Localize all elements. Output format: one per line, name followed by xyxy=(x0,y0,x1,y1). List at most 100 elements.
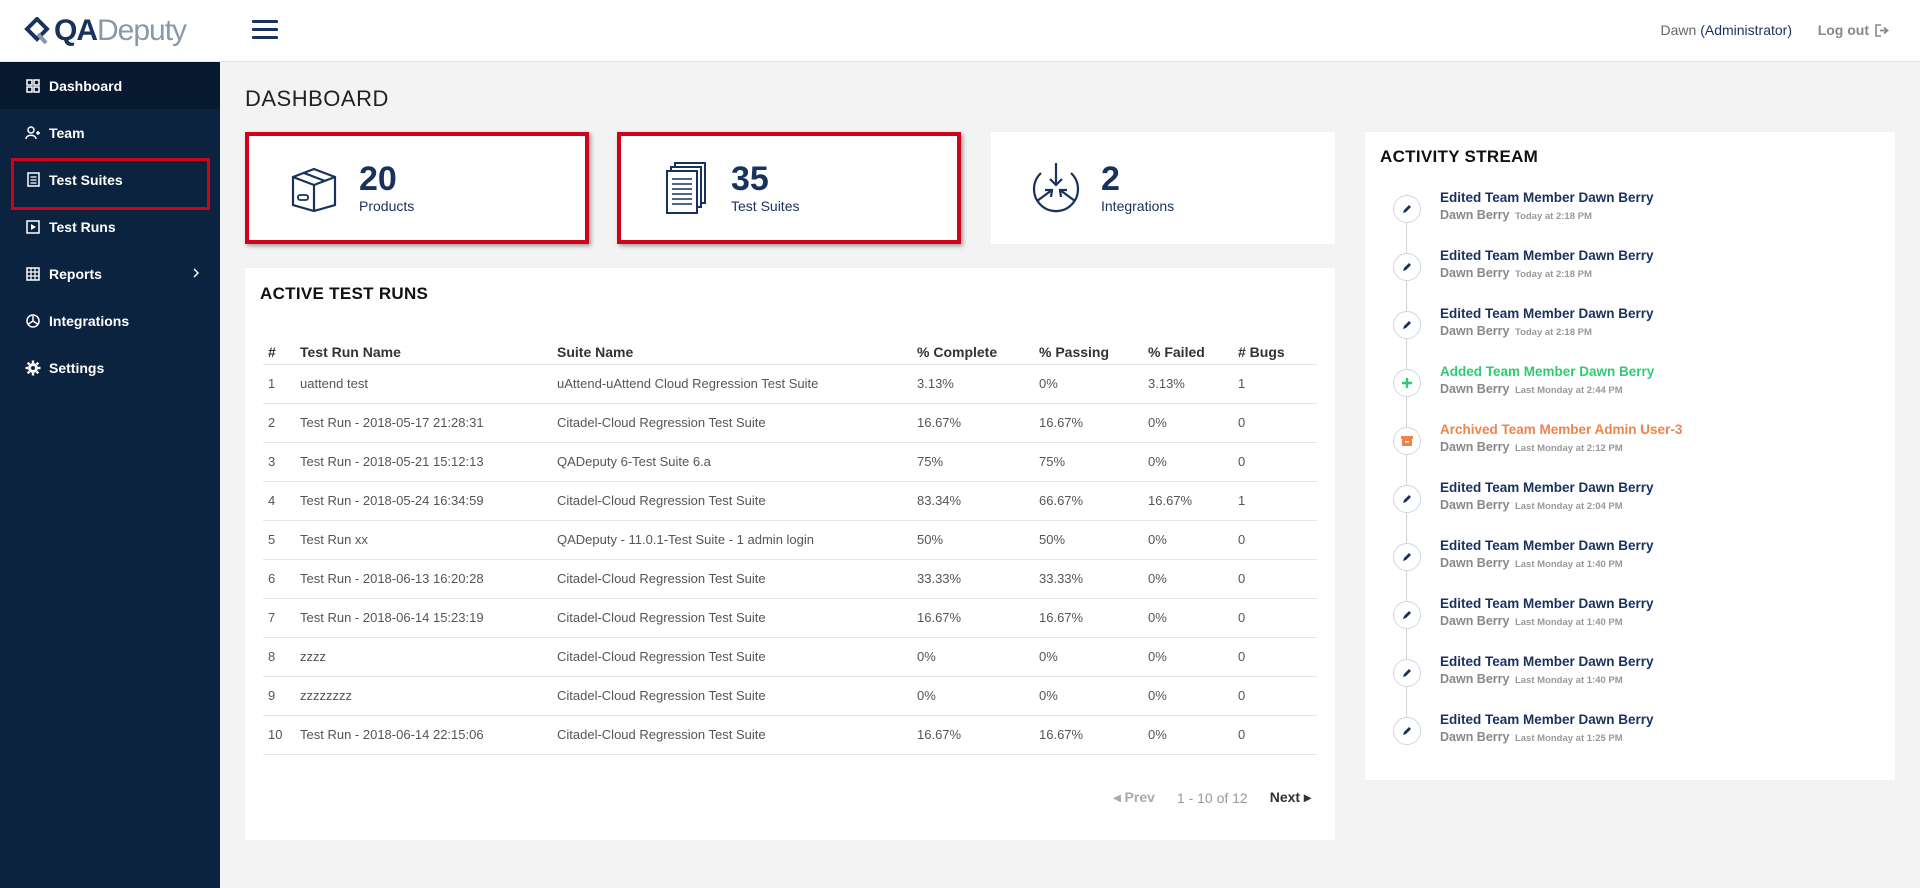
stat-card-products[interactable]: 20 Products xyxy=(245,132,589,244)
sidebar-item-integrations[interactable]: Integrations xyxy=(0,297,220,344)
table-cell: 0% xyxy=(1034,676,1143,716)
activity-title[interactable]: Edited Team Member Dawn Berry xyxy=(1440,248,1654,263)
column-header[interactable]: % Passing xyxy=(1034,340,1143,365)
sidebar-item-test-suites[interactable]: Test Suites xyxy=(0,156,220,210)
sidebar-item-settings[interactable]: Settings xyxy=(0,344,220,391)
table-cell: 0% xyxy=(1034,637,1143,677)
table-row[interactable]: 4 Test Run - 2018-05-24 16:34:59 Citadel-C… xyxy=(263,481,1317,521)
active-test-runs-panel: ACTIVE TEST RUNS # Test Run Name Suite N… xyxy=(245,268,1335,840)
pencil-icon xyxy=(1393,659,1421,687)
table-row[interactable]: 3 Test Run - 2018-05-21 15:12:13 QADeputy … xyxy=(263,442,1317,482)
table-cell[interactable]: Test Run xx xyxy=(295,520,552,560)
table-cell[interactable]: Test Run - 2018-06-13 16:20:28 xyxy=(295,559,552,599)
table-cell: 50% xyxy=(1034,520,1143,560)
table-cell[interactable]: Test Run - 2018-05-24 16:34:59 xyxy=(295,481,552,521)
table-cell[interactable]: zzzz xyxy=(295,637,552,677)
table-cell: 1 xyxy=(1233,481,1317,521)
sidebar-item-test-runs[interactable]: Test Runs xyxy=(0,203,220,250)
table-cell: 0% xyxy=(912,637,1034,677)
sidebar-item-label: Integrations xyxy=(49,312,130,329)
activity-meta: Dawn Berry Today at 2:18 PM xyxy=(1440,208,1592,222)
pencil-icon xyxy=(1393,717,1421,745)
activity-title[interactable]: Edited Team Member Dawn Berry xyxy=(1440,190,1654,205)
table-cell: 3.13% xyxy=(912,364,1034,404)
logo[interactable]: QADeputy xyxy=(0,0,220,62)
activity-meta: Dawn Berry Last Monday at 2:12 PM xyxy=(1440,440,1623,454)
table-cell: 33.33% xyxy=(1034,559,1143,599)
sidebar: QADeputy Dashboard Team Test Suites Test… xyxy=(0,0,220,888)
stat-card-test-suites[interactable]: 35 Test Suites xyxy=(617,132,961,244)
activity-item: Edited Team Member Dawn Berry Dawn Berry … xyxy=(1393,306,1883,364)
table-row[interactable]: 5 Test Run xx QADeputy - 11.0.1-Test Suite… xyxy=(263,520,1317,560)
stat-value: 2 xyxy=(1101,160,1120,198)
activity-item: Edited Team Member Dawn Berry Dawn Berry … xyxy=(1393,596,1883,654)
column-header[interactable]: Test Run Name xyxy=(295,340,552,365)
plus-icon xyxy=(1393,369,1421,397)
top-header: Dawn (Administrator) Log out xyxy=(220,0,1920,62)
table-cell: 1 xyxy=(1233,364,1317,404)
activity-title[interactable]: Edited Team Member Dawn Berry xyxy=(1440,306,1654,321)
table-cell[interactable]: Test Run - 2018-06-14 15:23:19 xyxy=(295,598,552,638)
activity-user: Dawn Berry xyxy=(1440,382,1510,396)
activity-meta: Dawn Berry Last Monday at 1:40 PM xyxy=(1440,672,1623,686)
table-row[interactable]: 10 Test Run - 2018-06-14 22:15:06 Citadel-… xyxy=(263,715,1317,755)
stat-text: 20 Products xyxy=(359,162,414,214)
table-cell: 16.67% xyxy=(1034,715,1143,755)
table-row[interactable]: 7 Test Run - 2018-06-14 15:23:19 Citadel-C… xyxy=(263,598,1317,638)
activity-title[interactable]: Edited Team Member Dawn Berry xyxy=(1440,480,1654,495)
table-cell: 8 xyxy=(263,637,295,677)
activity-meta: Dawn Berry Last Monday at 1:40 PM xyxy=(1440,556,1623,570)
table-cell[interactable]: Test Run - 2018-06-14 22:15:06 xyxy=(295,715,552,755)
table-cell: 66.67% xyxy=(1034,481,1143,521)
column-header[interactable]: % Complete xyxy=(912,340,1034,365)
logout-button[interactable]: Log out xyxy=(1818,22,1890,38)
column-header[interactable]: # xyxy=(263,340,295,365)
play-icon xyxy=(25,219,41,235)
table-header-row: # Test Run Name Suite Name % Complete % … xyxy=(263,340,1317,365)
table-cell[interactable]: uattend test xyxy=(295,364,552,404)
table-cell: 7 xyxy=(263,598,295,638)
activity-item: Edited Team Member Dawn Berry Dawn Berry … xyxy=(1393,538,1883,596)
activity-time: Today at 2:18 PM xyxy=(1514,211,1592,222)
stat-card-integrations[interactable]: 2 Integrations xyxy=(991,132,1335,244)
table-cell[interactable]: Test Run - 2018-05-21 15:12:13 xyxy=(295,442,552,482)
table-icon xyxy=(25,266,41,282)
sidebar-item-reports[interactable]: Reports xyxy=(0,250,220,297)
table-cell: 2 xyxy=(263,403,295,443)
table-row[interactable]: 8 zzzz Citadel-Cloud Regression Test Suite… xyxy=(263,637,1317,677)
table-row[interactable]: 9 zzzzzzzz Citadel-Cloud Regression Test S… xyxy=(263,676,1317,716)
documents-icon xyxy=(666,162,706,214)
activity-title[interactable]: Edited Team Member Dawn Berry xyxy=(1440,538,1654,553)
table-cell: 0% xyxy=(1143,637,1233,677)
table-cell: Citadel-Cloud Regression Test Suite xyxy=(552,403,912,443)
table-cell[interactable]: Test Run - 2018-05-17 21:28:31 xyxy=(295,403,552,443)
column-header[interactable]: # Bugs xyxy=(1233,340,1317,365)
table-cell: 0 xyxy=(1233,598,1317,638)
activity-title[interactable]: Edited Team Member Dawn Berry xyxy=(1440,712,1654,727)
table-cell: 0 xyxy=(1233,676,1317,716)
sidebar-item-team[interactable]: Team xyxy=(0,109,220,156)
table-cell: 6 xyxy=(263,559,295,599)
menu-toggle-icon[interactable] xyxy=(252,20,278,40)
column-header[interactable]: % Failed xyxy=(1143,340,1233,365)
column-header[interactable]: Suite Name xyxy=(552,340,912,365)
table-row[interactable]: 6 Test Run - 2018-06-13 16:20:28 Citadel-C… xyxy=(263,559,1317,599)
activity-title[interactable]: Edited Team Member Dawn Berry xyxy=(1440,654,1654,669)
prev-page-button[interactable]: ◂ Prev xyxy=(1113,789,1155,805)
table-cell: 16.67% xyxy=(912,403,1034,443)
next-page-button[interactable]: Next ▸ xyxy=(1269,789,1311,805)
sidebar-item-label: Team xyxy=(49,124,85,141)
table-row[interactable]: 2 Test Run - 2018-05-17 21:28:31 Citadel-C… xyxy=(263,403,1317,443)
sidebar-item-dashboard[interactable]: Dashboard xyxy=(0,62,220,109)
activity-title[interactable]: Edited Team Member Dawn Berry xyxy=(1440,596,1654,611)
activity-time: Last Monday at 1:40 PM xyxy=(1514,675,1623,686)
table-cell: 0% xyxy=(1143,559,1233,599)
sidebar-item-label: Test Suites xyxy=(49,171,123,188)
table-row[interactable]: 1 uattend test uAttend-uAttend Cloud Regre… xyxy=(263,364,1317,404)
table-cell[interactable]: zzzzzzzz xyxy=(295,676,552,716)
activity-item: Edited Team Member Dawn Berry Dawn Berry … xyxy=(1393,654,1883,712)
table-cell: 75% xyxy=(1034,442,1143,482)
activity-title[interactable]: Added Team Member Dawn Berry xyxy=(1440,364,1655,379)
activity-title[interactable]: Archived Team Member Admin User-3 xyxy=(1440,422,1683,437)
table-cell: 0% xyxy=(1143,715,1233,755)
